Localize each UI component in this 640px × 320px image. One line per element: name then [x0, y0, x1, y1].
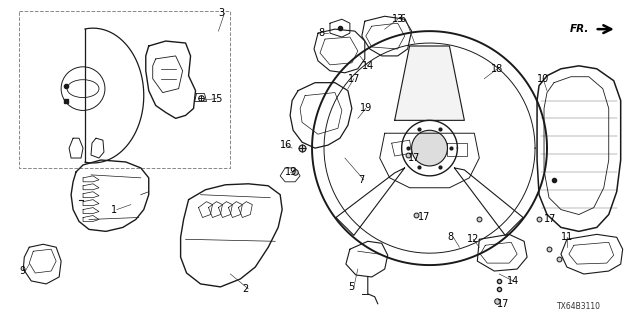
Text: 10: 10 [537, 74, 549, 84]
Text: TX64B3110: TX64B3110 [557, 302, 601, 311]
Text: 14: 14 [362, 61, 374, 71]
Text: 17: 17 [417, 212, 430, 222]
Text: 18: 18 [492, 64, 504, 74]
Text: 6: 6 [399, 14, 406, 24]
Text: 9: 9 [19, 266, 26, 276]
Text: 8: 8 [447, 232, 454, 242]
Text: 3: 3 [218, 8, 225, 18]
Text: 17: 17 [497, 299, 509, 309]
Text: 16: 16 [280, 140, 292, 150]
Text: 17: 17 [408, 153, 420, 163]
Text: 5: 5 [348, 282, 354, 292]
Text: 19: 19 [285, 167, 298, 177]
Circle shape [412, 130, 447, 166]
Text: 2: 2 [243, 284, 248, 294]
Text: 12: 12 [467, 234, 480, 244]
Text: 7: 7 [358, 175, 364, 185]
Text: 17: 17 [348, 74, 360, 84]
Text: 13: 13 [392, 14, 404, 24]
Text: 17: 17 [544, 214, 556, 224]
Text: 8: 8 [318, 28, 324, 38]
Text: FR.: FR. [570, 24, 589, 34]
Text: 11: 11 [561, 232, 573, 242]
Text: 14: 14 [507, 276, 520, 286]
Polygon shape [395, 46, 465, 120]
Text: 15: 15 [211, 93, 223, 104]
Text: 19: 19 [360, 103, 372, 114]
Text: 1: 1 [111, 204, 117, 215]
